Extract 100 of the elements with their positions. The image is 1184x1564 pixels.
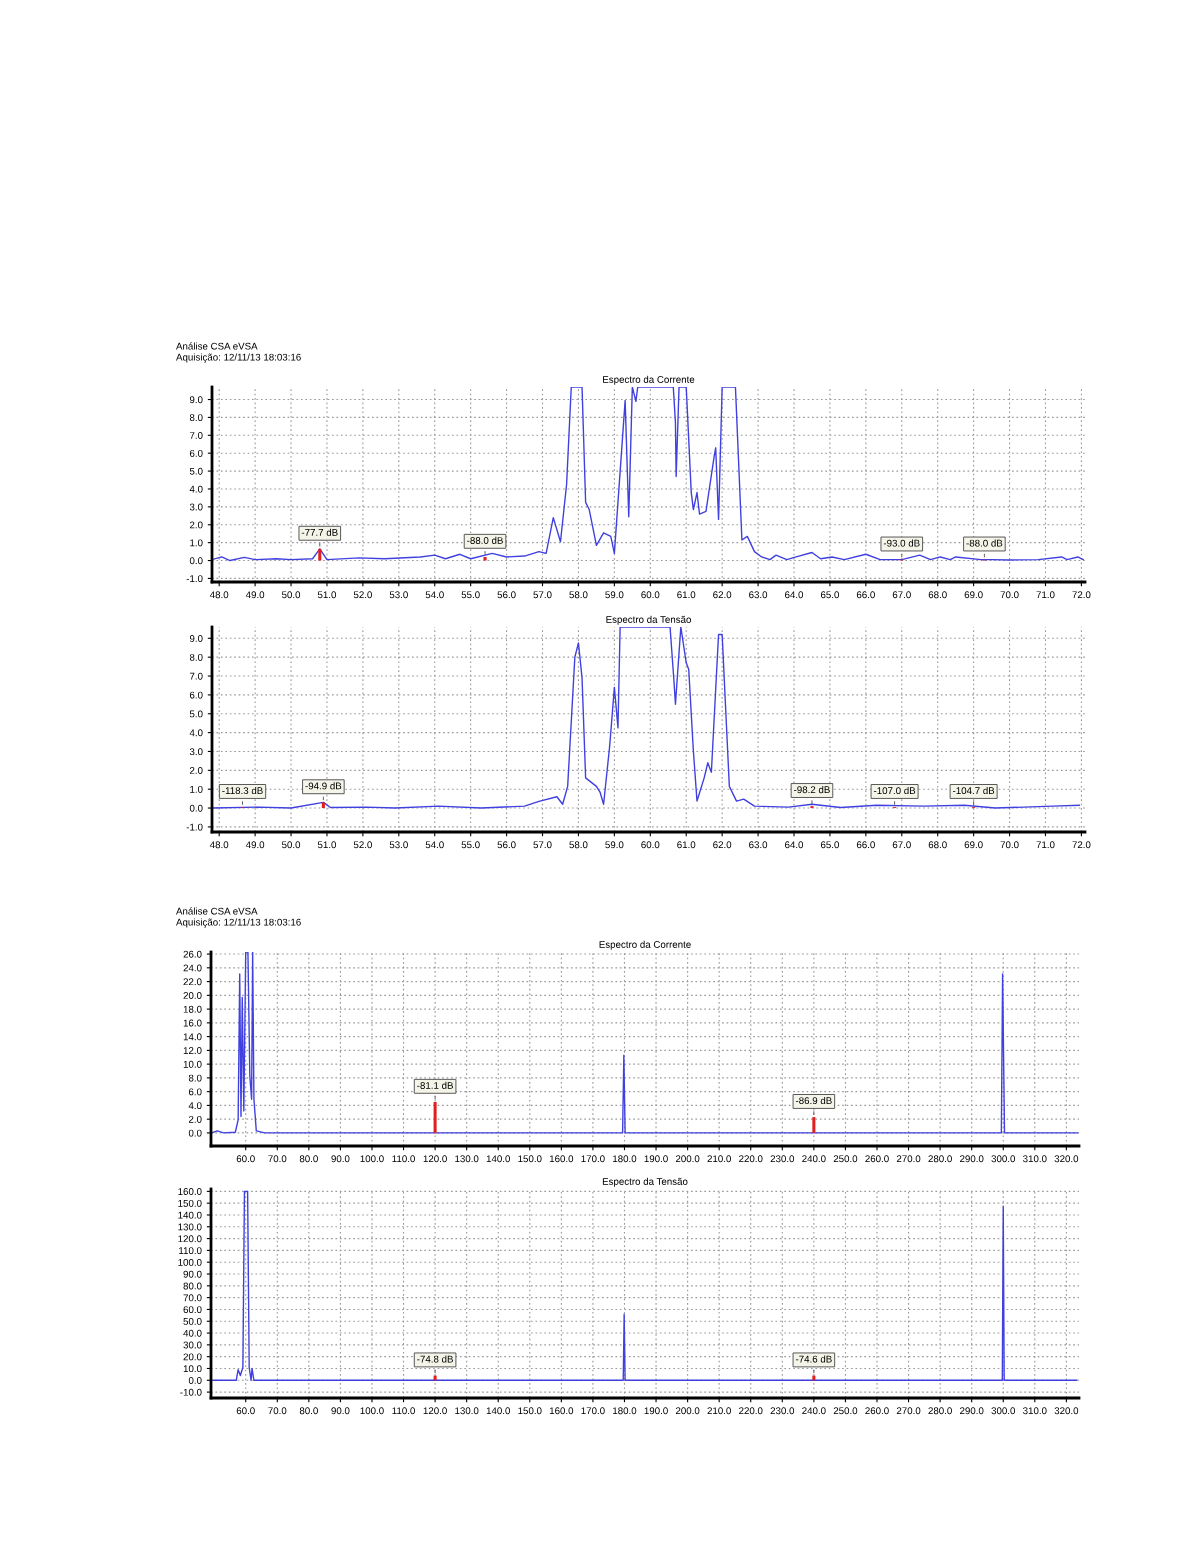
x-tick-label: 290.0 [960, 1407, 984, 1415]
y-tick-label: 30.0 [183, 1341, 202, 1349]
chart-title: Espectro da Corrente [603, 375, 695, 385]
chart-title: Espectro da Tensão [602, 1177, 688, 1187]
x-tick-label: 80.0 [299, 1407, 318, 1415]
x-tick-label: 56.0 [497, 591, 516, 599]
x-tick-label: 67.0 [892, 591, 911, 599]
annotation: -74.8 dB [417, 1355, 453, 1363]
x-tick-label: 60.0 [641, 591, 660, 599]
x-tick-label: 220.0 [739, 1155, 763, 1163]
y-tick-label: 140.0 [178, 1211, 202, 1219]
x-tick-label: 70.0 [1000, 591, 1019, 599]
x-tick-label: 130.0 [455, 1155, 479, 1163]
x-tick-label: 100.0 [360, 1155, 384, 1163]
x-tick-label: 62.0 [713, 591, 732, 599]
y-tick-label: 5.0 [189, 467, 203, 475]
x-tick-label: 52.0 [353, 841, 372, 849]
y-tick-label: 9.0 [189, 635, 203, 642]
x-tick-label: 120.0 [423, 1155, 447, 1163]
x-tick-label: 72.0 [1072, 841, 1091, 849]
x-tick-label: 54.0 [425, 591, 444, 599]
x-tick-label: 210.0 [707, 1407, 731, 1415]
y-tick-label: 6.0 [189, 691, 203, 699]
y-tick-label: 9.0 [189, 396, 203, 404]
x-tick-label: 310.0 [1023, 1155, 1047, 1163]
x-tick-label: 200.0 [675, 1407, 700, 1415]
y-tick-label: 20.0 [183, 992, 202, 999]
y-tick-label: 6.0 [188, 1088, 202, 1096]
x-tick-label: 53.0 [389, 841, 408, 849]
x-tick-label: 50.0 [281, 591, 301, 599]
x-tick-label: 180.0 [613, 1155, 637, 1163]
y-tick-label: 12.0 [183, 1047, 202, 1054]
y-tick-label: 100.0 [178, 1258, 202, 1266]
x-tick-label: 49.0 [245, 591, 265, 599]
x-tick-label: 240.0 [802, 1155, 826, 1163]
annotation: -77.7 dB [301, 528, 338, 536]
y-tick-label: 80.0 [183, 1282, 202, 1290]
x-tick-label: 170.0 [581, 1155, 605, 1163]
x-tick-label: 68.0 [928, 591, 947, 599]
y-tick-label: -1.0 [186, 823, 203, 831]
y-tick-label: 3.0 [189, 503, 203, 511]
x-tick-label: 100.0 [360, 1407, 384, 1415]
y-tick-label: -10.0 [180, 1388, 202, 1396]
x-tick-label: 190.0 [644, 1155, 668, 1163]
annotation: -107.0 dB [873, 786, 916, 795]
y-tick-label: 6.0 [189, 449, 203, 457]
y-tick-label: 110.0 [179, 1247, 202, 1255]
x-tick-label: 260.0 [865, 1407, 889, 1415]
bar [483, 556, 487, 561]
annotation: -118.3 dB [222, 786, 263, 795]
x-tick-label: 66.0 [856, 841, 875, 849]
y-tick-label: 3.0 [189, 748, 203, 756]
x-tick-label: 65.0 [820, 591, 840, 599]
x-tick-label: 48.0 [209, 591, 229, 599]
y-tick-label: 18.0 [183, 1005, 202, 1013]
x-tick-label: 69.0 [964, 841, 983, 849]
y-tick-label: 4.0 [188, 1102, 202, 1110]
x-tick-label: 54.0 [425, 841, 444, 849]
x-tick-label: 70.0 [268, 1155, 287, 1163]
x-tick-label: 67.0 [892, 841, 911, 849]
x-tick-label: 65.0 [820, 841, 840, 849]
y-tick-label: 7.0 [189, 432, 203, 439]
x-tick-label: 230.0 [770, 1155, 795, 1163]
annotation: -86.9 dB [795, 1096, 832, 1105]
x-tick-label: 180.0 [613, 1407, 637, 1415]
line-series [211, 952, 1079, 1134]
y-tick-label: 22.0 [183, 978, 202, 986]
annotation: -104.7 dB [952, 786, 995, 795]
x-tick-label: 190.0 [644, 1407, 668, 1415]
x-tick-label: 70.0 [268, 1407, 287, 1415]
x-tick-label: 55.0 [461, 591, 480, 599]
y-tick-label: 2.0 [189, 521, 203, 529]
x-tick-label: 160.0 [549, 1407, 574, 1415]
x-tick-label: 210.0 [707, 1155, 731, 1163]
text: Aquisição: 12/11/13 18:03:16 [176, 918, 301, 928]
text: Análise CSA eVSA [176, 907, 258, 915]
x-tick-label: 150.0 [518, 1407, 542, 1415]
y-tick-label: 14.0 [183, 1033, 202, 1041]
x-tick-label: 320.0 [1054, 1155, 1079, 1163]
y-tick-label: 40.0 [183, 1329, 202, 1337]
x-tick-label: 50.0 [281, 841, 301, 849]
x-tick-label: 270.0 [896, 1155, 921, 1163]
x-tick-label: 280.0 [928, 1155, 952, 1163]
x-tick-label: 130.0 [455, 1407, 479, 1415]
x-tick-label: 60.0 [236, 1407, 255, 1415]
annotation: -93.0 dB [883, 539, 920, 547]
y-tick-label: 130.0 [178, 1223, 202, 1231]
y-tick-label: 150.0 [178, 1199, 202, 1207]
x-tick-label: 72.0 [1072, 591, 1091, 599]
x-tick-label: 66.0 [856, 591, 875, 599]
x-tick-label: 63.0 [749, 841, 768, 849]
x-tick-label: 70.0 [1000, 841, 1019, 849]
y-tick-label: 5.0 [189, 710, 203, 718]
y-tick-label: 8.0 [189, 653, 203, 661]
x-tick-label: 220.0 [739, 1407, 763, 1415]
x-tick-label: 58.0 [569, 591, 588, 599]
x-tick-label: 270.0 [896, 1407, 921, 1415]
x-tick-label: 280.0 [928, 1407, 952, 1415]
annotation: -98.2 dB [794, 785, 830, 794]
x-tick-label: 160.0 [549, 1155, 574, 1163]
